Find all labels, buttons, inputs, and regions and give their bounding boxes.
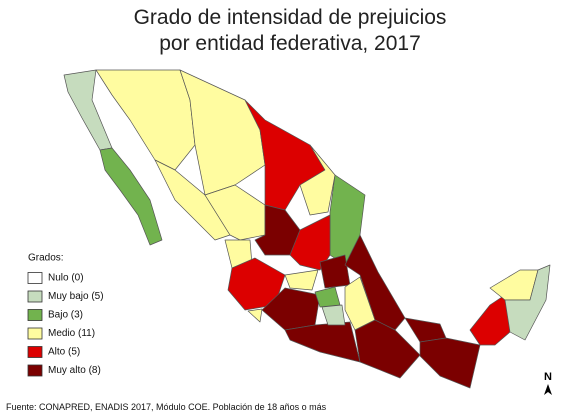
legend-title: Grados: [28,253,64,264]
state [504,264,551,341]
state [247,308,263,323]
legend-label: Bajo (3) [48,310,83,321]
legend-swatch [27,327,43,340]
north-label: N [544,371,552,383]
title-line: Grado de intensidad de prejuicios [134,6,447,29]
state [469,294,511,346]
legend: Grados: Nulo (0) Muy bajo (5) Bajo (3) Medi… [27,253,104,377]
legend-swatch [27,346,43,358]
legend-label: Alto (5) [48,347,80,358]
legend-label: Nulo (0) [48,273,84,284]
title-line: por entidad federativa, 2017 [159,32,421,55]
legend-label: Muy alto (8) [48,365,101,376]
state [284,321,361,363]
state [354,319,421,379]
legend-swatch [27,290,43,303]
north-arrow: N [544,371,552,395]
mexico-map [63,69,551,389]
legend-label: Muy bajo (5) [48,291,104,302]
state [404,317,447,343]
state [489,269,539,301]
legend-label: Medio (11) [48,328,95,339]
state [244,99,326,211]
legend-swatch [27,309,43,321]
state [321,304,346,326]
state [254,204,301,256]
state [99,147,163,246]
state [314,286,341,308]
legend-swatch [27,272,43,284]
source: Fuente: CONAPRED, ENADIS 2017, Módulo CO… [6,402,327,412]
state [419,337,481,389]
state [284,269,319,291]
state [261,287,321,331]
state [289,214,331,271]
state [344,234,406,331]
legend-swatch [27,364,43,377]
north-arrow-shape [544,384,552,395]
